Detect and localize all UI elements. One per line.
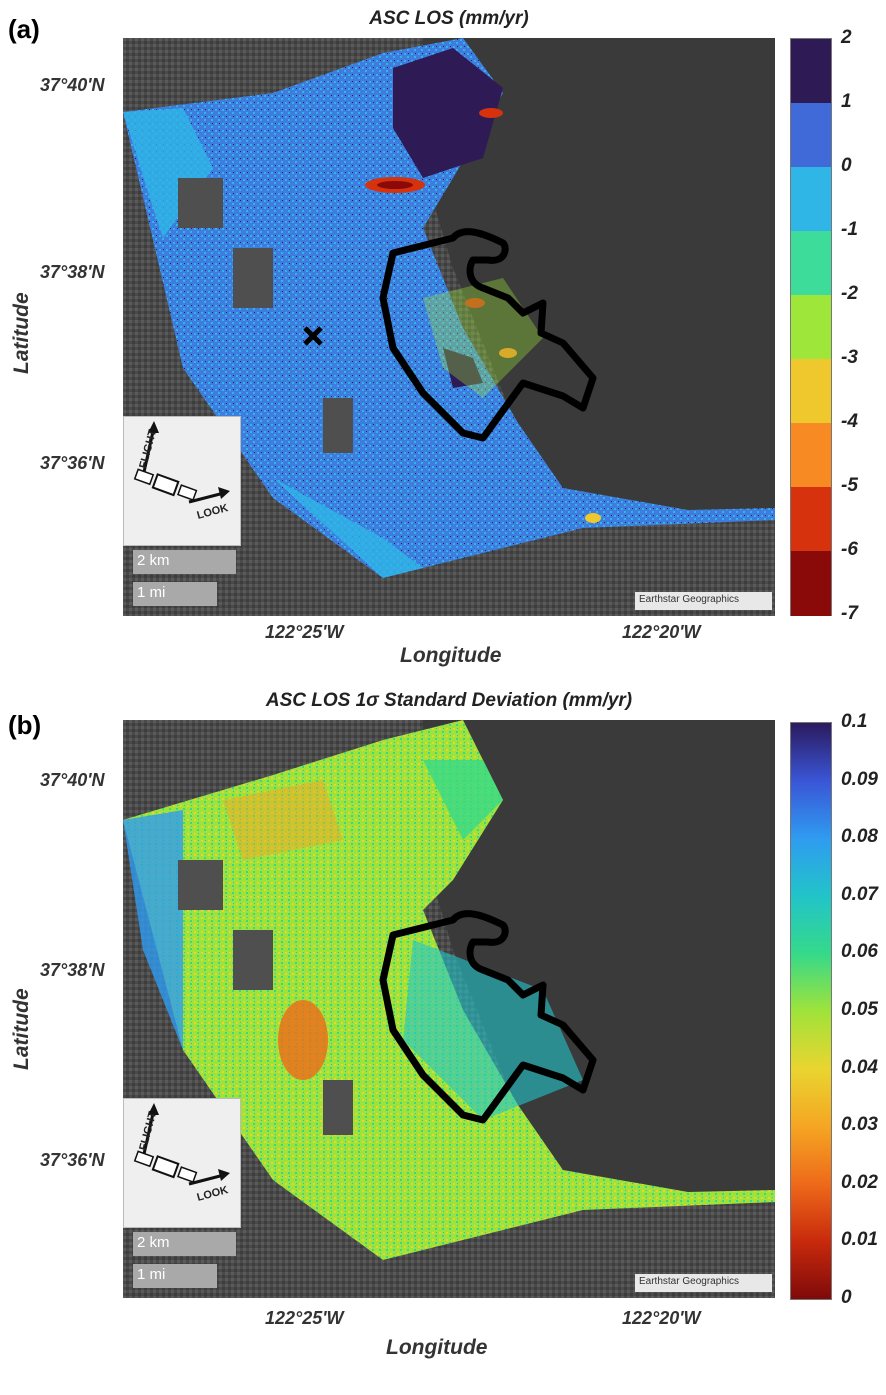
colorbar-a-tick: 1: [841, 91, 852, 112]
colorbar-b-tick: 0.1: [841, 711, 868, 732]
lon-tick-a-1: 122°25'W: [265, 622, 344, 642]
colorbar-a-block: [791, 487, 831, 552]
satellite-icon: FLIGHT LOOK: [133, 1103, 230, 1204]
lat-tick-b-3: 37°36'N: [40, 1150, 105, 1170]
colorbar-b-tick: 0.07: [841, 883, 878, 905]
study-area-outline: [379, 228, 597, 442]
map-title-a: ASC LOS (mm/yr): [369, 8, 529, 29]
colorbar-b-tick: 0.06: [841, 941, 878, 963]
scale-bar-mi-b: 1 mi: [133, 1264, 217, 1288]
colorbar-b-tick: 0.08: [841, 826, 878, 848]
colorbar-a-block: [791, 39, 831, 104]
colorbar-a: [790, 38, 832, 616]
map-b-svg: [123, 720, 775, 1298]
colorbar-b-tick: 0.04: [841, 1056, 878, 1078]
map-b[interactable]: FLIGHT LOOK 2 km 1 mi Earthstar Geograph…: [123, 720, 775, 1298]
colorbar-a-ticks: 2 1 0 -1 -2 -3 -4 -5 -6 -7: [839, 27, 884, 624]
colorbar-b-tick: 0.02: [841, 1171, 878, 1193]
scale-bar-mi-a: 1 mi: [133, 582, 217, 606]
colorbar-a-tick: -6: [841, 539, 858, 560]
colorbar-a-tick: 2: [841, 27, 852, 48]
colorbar-a-block: [791, 551, 831, 616]
colorbar-a-tick: -1: [841, 219, 858, 240]
colorbar-a-block: [791, 295, 831, 360]
panel-label-b: (b): [8, 710, 42, 740]
colorbar-a-block: [791, 359, 831, 424]
y-axis-label-a: Latitude: [10, 292, 33, 374]
colorbar-a-tick: -7: [841, 603, 858, 624]
colorbar-a-tick: -4: [841, 411, 858, 432]
reference-point-marker: [303, 326, 323, 346]
colorbar-a-tick: -2: [841, 283, 858, 304]
study-area-outline: [379, 910, 597, 1124]
colorbar-b-ticks: 0.1 0.09 0.08 0.07 0.06 0.05 0.04 0.03 0.02 0.01 0: [839, 711, 884, 1308]
colorbar-b: [790, 722, 832, 1300]
satellite-icon: FLIGHT LOOK: [133, 421, 230, 522]
x-axis-label-b: Longitude: [386, 1336, 488, 1359]
y-axis-label-b: Latitude: [10, 988, 33, 1070]
lon-tick-b-2: 122°20'W: [622, 1308, 701, 1328]
map-a[interactable]: FLIGHT LOOK 2 km 1 mi Earthstar Geograph…: [123, 38, 775, 616]
look-direction-inset-b: FLIGHT LOOK: [123, 1098, 241, 1228]
svg-text:LOOK: LOOK: [196, 502, 230, 522]
colorbar-a-tick: -5: [841, 475, 858, 496]
lat-tick-b-1: 37°40'N: [40, 770, 105, 790]
lat-tick-a-1: 37°40'N: [40, 75, 105, 95]
scale-bar-km-a: 2 km: [133, 550, 236, 574]
x-axis-label-a: Longitude: [400, 644, 502, 667]
colorbar-b-tick: 0: [841, 1287, 852, 1308]
lon-tick-b-1: 122°25'W: [265, 1308, 344, 1328]
lat-tick-a-2: 37°38'N: [40, 262, 105, 282]
colorbar-a-block: [791, 103, 831, 168]
colorbar-a-block: [791, 231, 831, 296]
colorbar-a-block: [791, 167, 831, 232]
svg-text:FLIGHT: FLIGHT: [137, 1110, 159, 1152]
colorbar-b-tick: 0.01: [841, 1229, 878, 1251]
svg-text:FLIGHT: FLIGHT: [137, 428, 159, 470]
colorbar-b-tick: 0.03: [841, 1114, 878, 1136]
colorbar-a-tick: -3: [841, 347, 858, 368]
lon-tick-a-2: 122°20'W: [622, 622, 701, 642]
uplift-zone: [393, 48, 503, 178]
lat-tick-a-3: 37°36'N: [40, 453, 105, 473]
lat-tick-b-2: 37°38'N: [40, 960, 105, 980]
attribution-a: Earthstar Geographics: [635, 592, 772, 610]
insar-coverage: [123, 38, 775, 578]
scale-bar-km-b: 2 km: [133, 1232, 236, 1256]
look-direction-inset-a: FLIGHT LOOK: [123, 416, 241, 546]
colorbar-a-block: [791, 423, 831, 488]
colorbar-b-tick: 0.05: [841, 999, 878, 1020]
colorbar-b-tick: 0.09: [841, 768, 878, 790]
map-title-b: ASC LOS 1σ Standard Deviation (mm/yr): [265, 690, 633, 711]
panel-label-a: (a): [8, 14, 40, 44]
colorbar-a-tick: 0: [841, 155, 852, 176]
attribution-b: Earthstar Geographics: [635, 1274, 772, 1292]
svg-text:LOOK: LOOK: [196, 1184, 230, 1204]
